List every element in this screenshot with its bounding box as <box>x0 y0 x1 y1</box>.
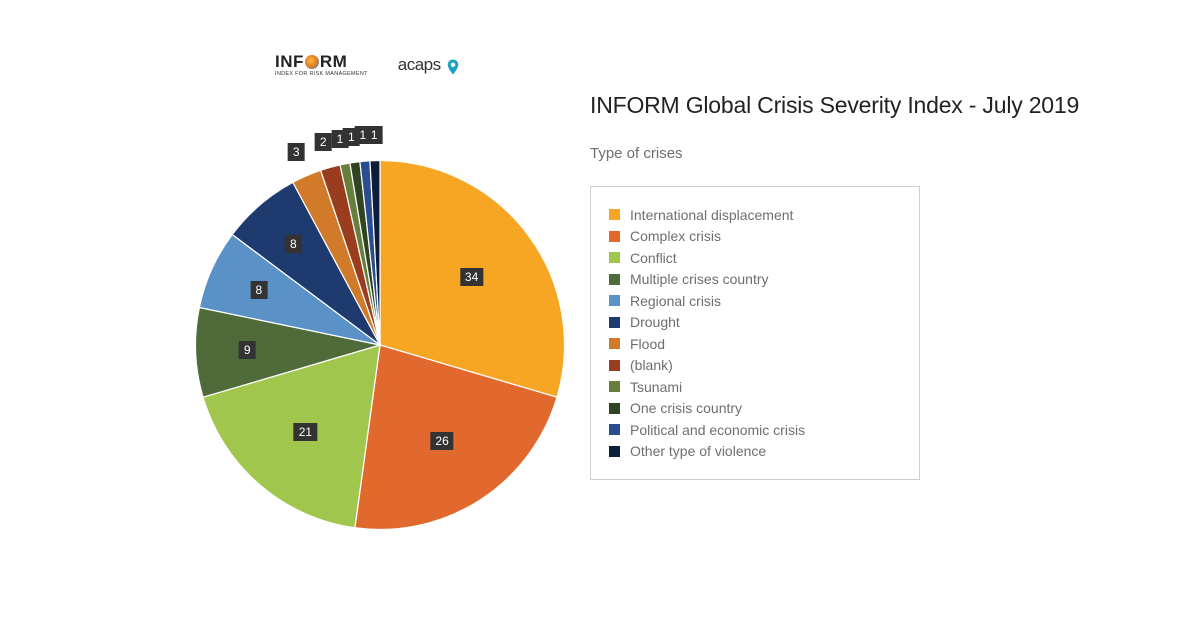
legend-swatch <box>609 209 620 220</box>
pie-slice-value: 8 <box>285 235 302 253</box>
pie-slice-value: 26 <box>430 432 453 450</box>
globe-icon <box>305 55 319 69</box>
pie-slice-value: 1 <box>366 126 383 144</box>
legend-label: One crisis country <box>630 400 742 416</box>
legend-label: Drought <box>630 314 680 330</box>
legend-item: Political and economic crisis <box>609 422 901 438</box>
inform-suffix: RM <box>320 52 347 72</box>
pie-slice-value: 21 <box>294 423 317 441</box>
pie-slice-value: 2 <box>315 133 332 151</box>
inform-prefix: INF <box>275 52 304 72</box>
inform-logo: INF RM INDEX FOR RISK MANAGEMENT <box>275 52 368 77</box>
acaps-logo: acaps <box>398 55 458 75</box>
legend-swatch <box>609 252 620 263</box>
legend-item: Other type of violence <box>609 443 901 459</box>
legend-swatch <box>609 338 620 349</box>
legend-swatch <box>609 424 620 435</box>
legend-label: Conflict <box>630 250 677 266</box>
chart-subtitle: Type of crises <box>590 145 683 162</box>
pie-slice-value: 34 <box>460 268 483 286</box>
legend-swatch <box>609 446 620 457</box>
acaps-logo-word: acaps <box>398 55 441 75</box>
pie-slice-value: 9 <box>239 341 256 359</box>
legend-item: International displacement <box>609 207 901 223</box>
legend-swatch <box>609 317 620 328</box>
legend-label: Political and economic crisis <box>630 422 805 438</box>
pie-slice-value: 3 <box>288 143 305 161</box>
legend-label: Multiple crises country <box>630 271 769 287</box>
inform-logo-subtitle: INDEX FOR RISK MANAGEMENT <box>275 71 368 77</box>
pie-svg <box>175 140 585 550</box>
legend: International displacement Complex crisis… <box>590 186 920 480</box>
legend-swatch <box>609 274 620 285</box>
pie-chart: 342621988321111 <box>175 140 585 550</box>
legend-item: Tsunami <box>609 379 901 395</box>
legend-item: Flood <box>609 336 901 352</box>
logo-row: INF RM INDEX FOR RISK MANAGEMENT acaps <box>275 52 458 77</box>
legend-label: Tsunami <box>630 379 682 395</box>
legend-item: Regional crisis <box>609 293 901 309</box>
legend-item: Multiple crises country <box>609 271 901 287</box>
map-pin-icon <box>444 58 458 72</box>
inform-logo-word: INF RM <box>275 52 368 72</box>
chart-title: INFORM Global Crisis Severity Index - Ju… <box>590 92 1079 119</box>
legend-swatch <box>609 231 620 242</box>
legend-swatch <box>609 403 620 414</box>
legend-swatch <box>609 360 620 371</box>
legend-swatch <box>609 295 620 306</box>
legend-item: One crisis country <box>609 400 901 416</box>
legend-label: Regional crisis <box>630 293 721 309</box>
legend-label: Complex crisis <box>630 228 721 244</box>
legend-item: Complex crisis <box>609 228 901 244</box>
pie-slice-value: 8 <box>251 281 268 299</box>
legend-swatch <box>609 381 620 392</box>
legend-label: International displacement <box>630 207 793 223</box>
legend-label: Other type of violence <box>630 443 766 459</box>
legend-item: (blank) <box>609 357 901 373</box>
legend-label: Flood <box>630 336 665 352</box>
legend-label: (blank) <box>630 357 673 373</box>
legend-item: Drought <box>609 314 901 330</box>
legend-item: Conflict <box>609 250 901 266</box>
